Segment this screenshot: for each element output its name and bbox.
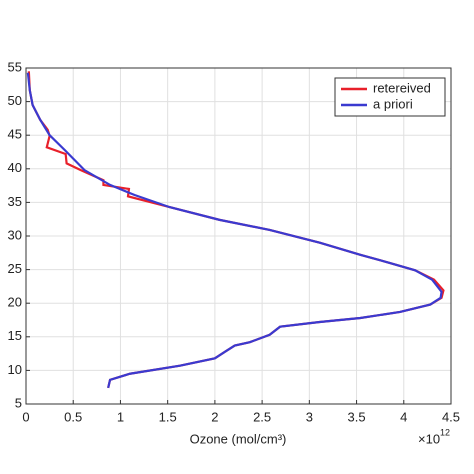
legend-label: a priori [373, 96, 413, 111]
x-tick-label: 0.5 [64, 409, 82, 424]
x-tick-label: 1.5 [159, 409, 177, 424]
y-tick-label: 35 [8, 194, 22, 209]
x-tick-label: 4.5 [442, 409, 460, 424]
x-tick-label: 3.5 [348, 409, 366, 424]
legend-box [334, 77, 446, 117]
y-tick-label: 50 [8, 93, 22, 108]
y-tick-label: 30 [8, 227, 22, 242]
x-tick-label: 2.5 [253, 409, 271, 424]
y-tick-label: 25 [8, 261, 22, 276]
x-tick-label: 3 [306, 409, 313, 424]
legend-label: retereived [373, 80, 431, 95]
x-tick-label: 0 [22, 409, 29, 424]
data-line [26, 72, 443, 389]
x-tick-label: 1 [117, 409, 124, 424]
y-tick-label: 45 [8, 127, 22, 142]
y-tick-label: 20 [8, 295, 22, 310]
x-scale-exponent: 12 [440, 427, 450, 437]
x-scale-base: ×10 [418, 431, 440, 446]
y-tick-label: 15 [8, 328, 22, 343]
x-tick-label: 4 [400, 409, 407, 424]
y-tick-label: 5 [15, 395, 22, 410]
y-tick-label: 10 [8, 362, 22, 377]
x-axis-label: Ozone (mol/cm³) [190, 431, 287, 446]
y-tick-label: 40 [8, 160, 22, 175]
y-tick-label: 55 [8, 59, 22, 74]
x-tick-label: 2 [211, 409, 218, 424]
